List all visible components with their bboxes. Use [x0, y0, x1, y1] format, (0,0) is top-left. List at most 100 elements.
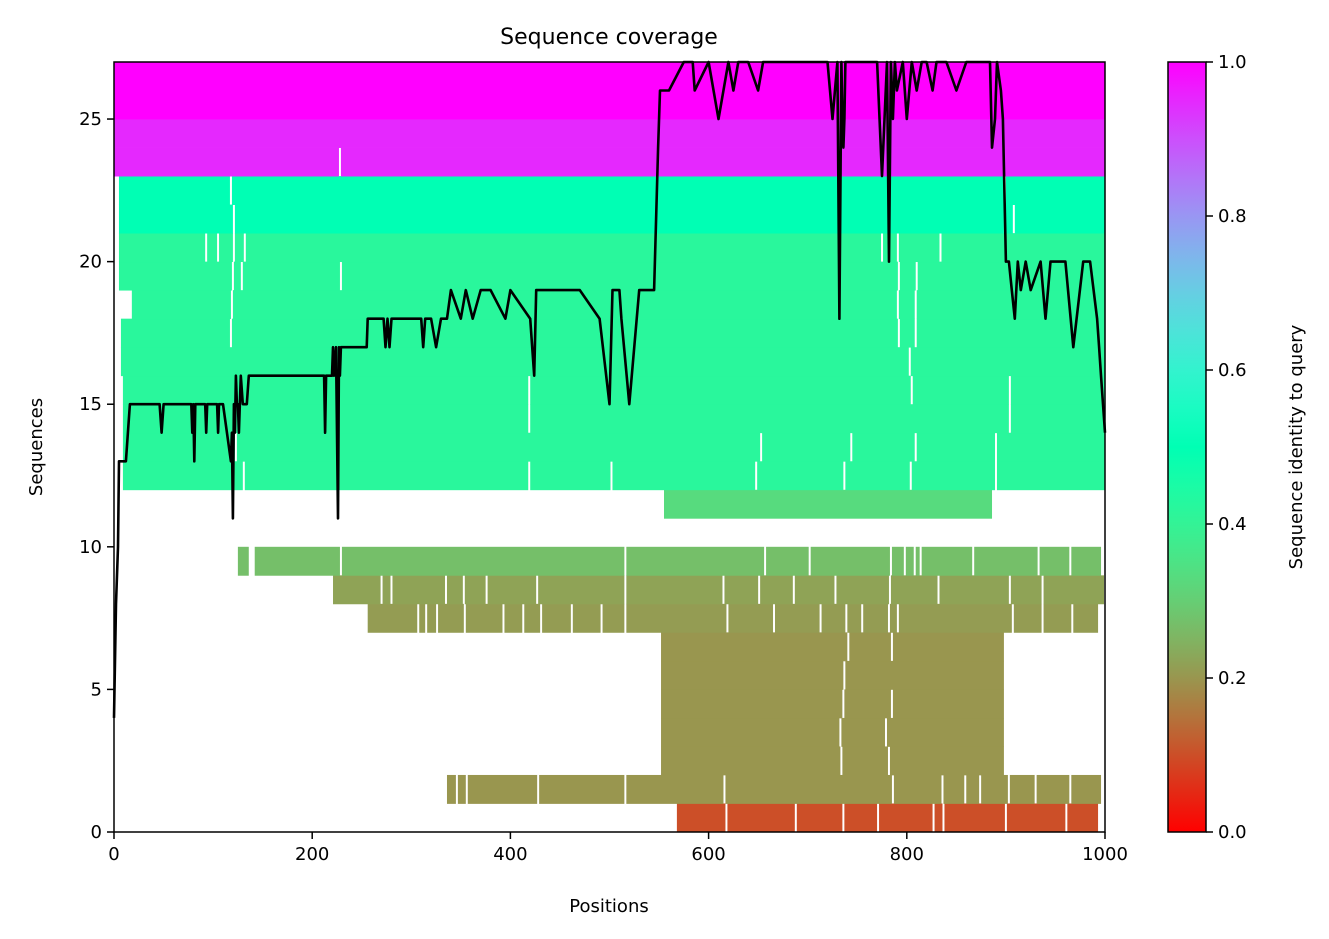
- x-axis-label: Positions: [569, 896, 648, 917]
- coverage-segment: [234, 204, 1004, 234]
- coverage-segment: [1010, 575, 1042, 605]
- coverage-segment: [626, 546, 765, 576]
- coverage-segment: [1014, 204, 1105, 234]
- coverage-segment: [1071, 546, 1102, 576]
- coverage-segment: [254, 546, 340, 576]
- coverage-segment: [333, 575, 381, 605]
- coverage-segment: [244, 461, 529, 491]
- x-tick-label: 200: [295, 844, 329, 865]
- coverage-segment: [796, 803, 843, 833]
- coverage-segment: [996, 432, 1105, 462]
- coverage-segment: [232, 290, 897, 320]
- coverage-segment: [131, 290, 231, 320]
- coverage-segment: [572, 603, 601, 633]
- coverage-segment: [863, 603, 888, 633]
- coverage-segment: [1005, 204, 1013, 234]
- x-tick-label: 0: [108, 844, 119, 865]
- coverage-segment: [844, 803, 878, 833]
- coverage-segment: [207, 233, 218, 263]
- coverage-segment: [661, 746, 841, 776]
- coverage-segment: [465, 603, 503, 633]
- coverage-segment: [392, 575, 445, 605]
- coverage-segment: [236, 432, 761, 462]
- coverage-segment: [626, 575, 723, 605]
- coverage-segment: [916, 290, 1105, 320]
- colorbar-tick-label: 0.8: [1218, 206, 1247, 227]
- plot-frame: [113, 61, 1106, 833]
- coverage-segment: [760, 575, 793, 605]
- y-tick-label: 5: [91, 679, 102, 700]
- coverage-segment: [794, 575, 835, 605]
- coverage-segment: [340, 147, 1105, 177]
- coverage-segment: [836, 575, 889, 605]
- colorbar-ticks: 0.0 0.2 0.4 0.6 0.8 1.0: [1206, 52, 1247, 843]
- x-tick-label: 600: [691, 844, 725, 865]
- coverage-segment: [114, 90, 1105, 120]
- coverage-segment: [419, 603, 426, 633]
- coverage-segment: [237, 546, 249, 576]
- coverage-segment: [766, 546, 809, 576]
- coverage-segment: [118, 233, 206, 263]
- coverage-segment: [981, 774, 1008, 804]
- coverage-segment: [1043, 575, 1105, 605]
- coverage-segment: [898, 603, 1012, 633]
- coverage-segment: [118, 176, 230, 205]
- coverage-segment: [886, 717, 1004, 747]
- coverage-segment: [539, 774, 625, 804]
- coverage-segment: [889, 746, 1004, 776]
- colorbar-tick-label: 1.0: [1218, 52, 1247, 73]
- coverage-segment: [911, 461, 995, 491]
- coverage-segment: [530, 375, 911, 405]
- coverage-segment: [219, 233, 233, 263]
- coverage-segment: [446, 774, 456, 804]
- coverage-segment: [996, 461, 1105, 491]
- coverage-segment: [661, 632, 848, 662]
- coverage-segment: [1071, 774, 1102, 804]
- coverage-segment: [810, 546, 890, 576]
- coverage-segment: [626, 774, 724, 804]
- coverage-segment: [934, 803, 943, 833]
- colorbar: [1167, 61, 1207, 833]
- coverage-segment: [1043, 603, 1072, 633]
- coverage-segment: [916, 432, 995, 462]
- coverage-segment: [841, 717, 885, 747]
- coverage-heatmap: [114, 62, 1105, 833]
- coverage-segment: [724, 575, 759, 605]
- y-axis-label: Sequences: [26, 398, 47, 496]
- coverage-segment: [910, 347, 1105, 377]
- chart-title: Sequence coverage: [500, 25, 718, 50]
- coverage-segment: [114, 62, 1105, 91]
- coverage-segment: [821, 603, 846, 633]
- coverage-segment: [487, 575, 537, 605]
- coverage-segment: [890, 575, 938, 605]
- coverage-segment: [467, 774, 538, 804]
- coverage-segment: [1067, 803, 1099, 833]
- x-axis-ticks: 0 200 400 600 800 1000: [108, 832, 1128, 865]
- coverage-segment: [1039, 546, 1070, 576]
- coverage-segment: [626, 603, 727, 633]
- coverage-segment: [120, 347, 909, 377]
- coverage-segment: [845, 461, 910, 491]
- coverage-segment: [849, 632, 891, 662]
- coverage-segment: [845, 660, 1004, 690]
- coverage-segment: [1006, 803, 1066, 833]
- coverage-segment: [524, 603, 541, 633]
- y-axis-ticks: 0 5 10 15 20 25: [79, 109, 114, 843]
- coverage-segment: [1009, 774, 1035, 804]
- colorbar-tick-label: 0.2: [1218, 668, 1247, 689]
- coverage-segment: [727, 803, 795, 833]
- coverage-segment: [728, 603, 774, 633]
- coverage-segment: [762, 432, 851, 462]
- coverage-segment: [944, 803, 1005, 833]
- colorbar-tick-label: 0.6: [1218, 360, 1247, 381]
- coverage-segment: [245, 233, 882, 263]
- coverage-segment: [122, 432, 235, 462]
- coverage-segment: [114, 147, 339, 177]
- coverage-segment: [941, 233, 1105, 263]
- coverage-segment: [1073, 603, 1099, 633]
- coverage-segment: [1013, 603, 1042, 633]
- coverage-segment: [899, 261, 916, 291]
- coverage-segment: [118, 204, 233, 234]
- coverage-segment: [966, 774, 980, 804]
- coverage-segment: [530, 461, 611, 491]
